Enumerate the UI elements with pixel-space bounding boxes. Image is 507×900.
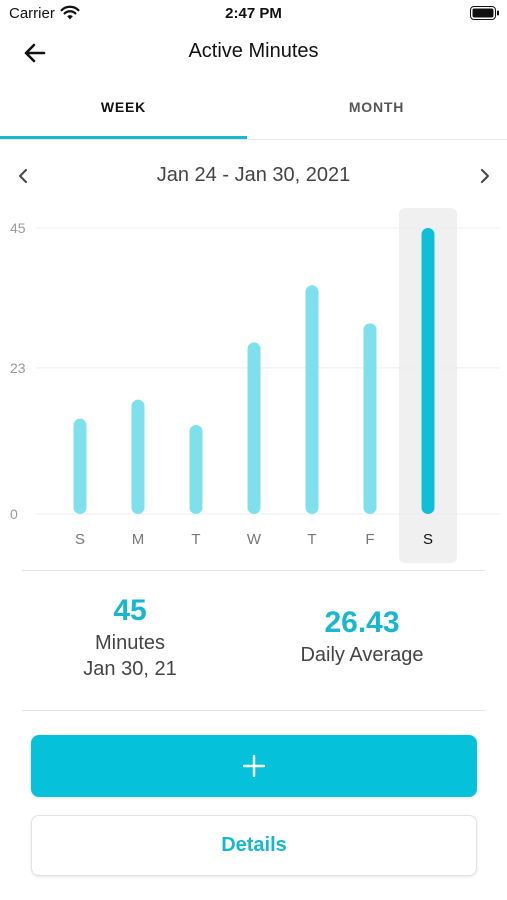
chart-divider [22, 570, 485, 571]
carrier-label: Carrier [9, 5, 55, 22]
tab-bar: WEEK MONTH [0, 90, 507, 140]
status-bar: Carrier 2:47 PM [0, 0, 507, 28]
chevron-right-icon [481, 169, 489, 183]
x-tick-label: M [132, 531, 145, 548]
selected-day-unit: Minutes [94, 632, 166, 654]
battery-icon [470, 6, 499, 20]
x-tick-label: W [247, 531, 262, 548]
details-button[interactable]: Details [31, 815, 477, 876]
y-tick-label: 45 [10, 220, 26, 236]
plus-icon [243, 755, 265, 777]
chevron-left-icon [19, 169, 27, 183]
back-button[interactable] [18, 38, 52, 68]
chart-bar[interactable] [305, 285, 319, 514]
chart-bar[interactable] [189, 425, 203, 514]
stats-divider [22, 710, 485, 711]
x-tick-label: S [423, 531, 433, 548]
y-tick-label: 23 [10, 360, 26, 376]
chart-bar[interactable] [421, 228, 435, 514]
x-tick-label: T [191, 531, 200, 548]
wifi-icon [60, 5, 80, 20]
selected-day-minutes: 45 [113, 594, 147, 627]
chart-bar[interactable] [73, 418, 87, 514]
active-minutes-chart: 45 23 0 S M T W T F S [10, 208, 500, 563]
add-activity-button[interactable] [31, 735, 477, 797]
nav-bar: Active Minutes [0, 30, 507, 76]
previous-week-button[interactable] [10, 162, 36, 190]
chart-bar[interactable] [363, 323, 377, 514]
x-tick-label: T [307, 531, 316, 548]
daily-average-label: Daily Average [300, 644, 424, 666]
selected-day-date: Jan 30, 21 [83, 658, 177, 680]
status-time: 2:47 PM [225, 5, 282, 22]
chart-bar[interactable] [247, 342, 261, 514]
tab-week[interactable]: WEEK [100, 99, 147, 115]
page-title: Active Minutes [188, 40, 319, 62]
date-range-selector: Jan 24 - Jan 30, 2021 [0, 158, 507, 194]
selected-day-stat: 45 Minutes Jan 30, 21 [20, 592, 240, 682]
date-range-label: Jan 24 - Jan 30, 2021 [156, 164, 351, 186]
tab-indicator [0, 136, 247, 139]
arrow-left-icon [24, 43, 46, 63]
x-tick-label: S [75, 531, 85, 548]
daily-average-stat: 26.43 Daily Average [252, 604, 472, 668]
daily-average-value: 26.43 [324, 606, 400, 639]
x-tick-label: F [365, 531, 374, 548]
next-week-button[interactable] [472, 162, 498, 190]
chart-bar[interactable] [131, 399, 145, 514]
y-tick-label: 0 [10, 506, 18, 522]
tab-month[interactable]: MONTH [348, 99, 405, 115]
